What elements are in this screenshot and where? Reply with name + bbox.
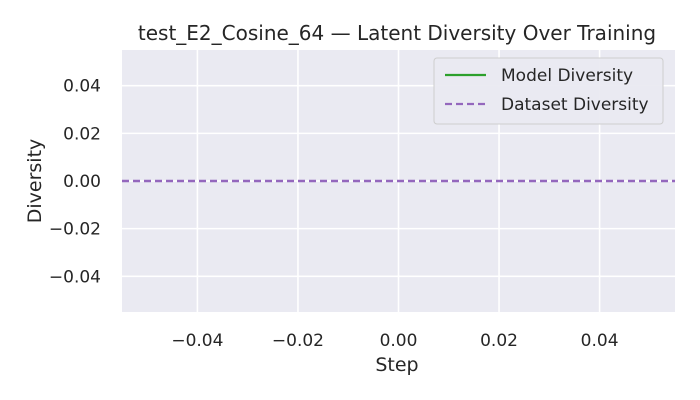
tick-labels: −0.04 −0.02 0.00 0.02 0.04 −0.04 −0.02 0.00 0.02… [49, 77, 619, 351]
legend: Model Diversity Dataset Diversity [433, 57, 664, 125]
x-tick-label: −0.04 [171, 331, 223, 351]
y-tick-label: −0.02 [49, 220, 101, 240]
x-axis-label: Step [375, 354, 418, 376]
y-tick-label: 0.04 [63, 77, 101, 97]
legend-box [433, 57, 664, 125]
y-tick-label: 0.02 [63, 124, 101, 144]
x-tick-label: 0.02 [480, 331, 518, 351]
x-tick-label: 0.00 [380, 331, 418, 351]
x-tick-label: −0.02 [272, 331, 324, 351]
y-tick-label: −0.04 [49, 267, 101, 287]
legend-model-diversity-label: Model Diversity [501, 66, 633, 86]
x-tick-label: 0.04 [581, 331, 619, 351]
chart-title: test_E2_Cosine_64 — Latent Diversity Ove… [138, 21, 656, 45]
legend-dataset-diversity-label: Dataset Diversity [501, 95, 649, 115]
y-tick-label: 0.00 [63, 172, 101, 192]
y-axis-label: Diversity [24, 139, 46, 224]
